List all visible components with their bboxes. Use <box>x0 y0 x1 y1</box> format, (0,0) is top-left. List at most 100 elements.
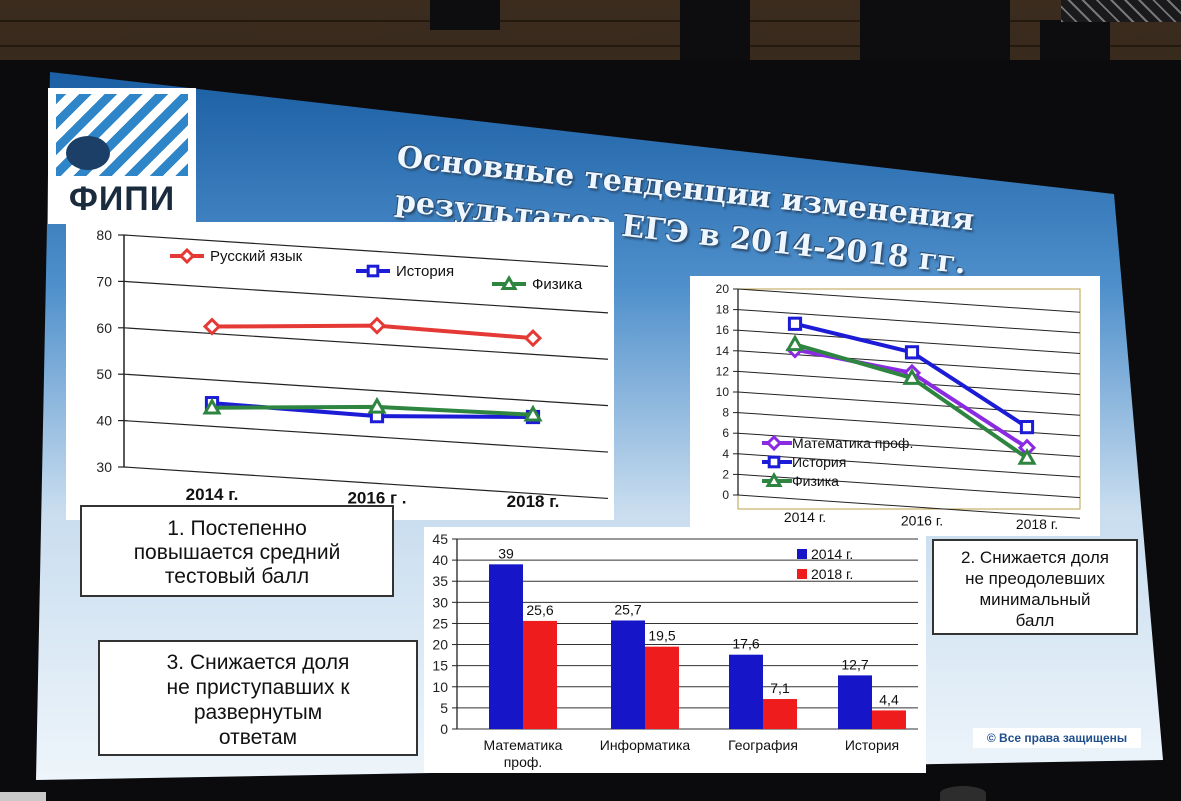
chart-2-legend-label: Физика <box>792 473 839 489</box>
note-1-line: тестовый балл <box>164 565 310 588</box>
chart-1-gridline <box>123 373 609 407</box>
chart-2-y-tick-label: 16 <box>716 323 730 337</box>
stage-light <box>1040 20 1110 66</box>
chart-3-data-label: 12,7 <box>841 656 868 672</box>
wall-panel-line <box>0 20 1181 22</box>
chart-2-y-tick-label: 8 <box>722 406 729 420</box>
chart-3-legend-label: 2014 г. <box>811 546 853 562</box>
chart-3-legend-label: 2018 г. <box>811 566 853 582</box>
copyright-label: © Все права защищены <box>973 728 1141 748</box>
chart-2-y-tick-label: 4 <box>722 447 729 461</box>
chart-1-legend-label: Физика <box>532 276 583 293</box>
chart-3-x-tick-label: проф. <box>504 754 543 770</box>
chart-3-x-tick-label: География <box>728 737 798 753</box>
chart-1-point <box>202 397 222 415</box>
note-2-box: 2. Снижается доля не преодолевших минима… <box>932 539 1138 635</box>
chart-3-y-tick-label: 0 <box>440 721 448 737</box>
chart-1-y-tick-label: 30 <box>96 459 112 475</box>
chart-2-gridline <box>737 391 1081 416</box>
chart-2-y-tick-label: 14 <box>716 344 730 358</box>
logo-text: ФИПИ <box>68 180 176 218</box>
chart-1-gridline <box>123 327 609 360</box>
chart-1-y-tick-label: 50 <box>96 366 112 382</box>
chart-3-legend-swatch <box>797 569 807 579</box>
chart-3-bar <box>872 710 906 729</box>
chart-3-y-tick-label: 10 <box>432 679 448 695</box>
chart-1-y-tick-label: 40 <box>96 413 112 429</box>
chart-2-legend-marker <box>765 471 783 487</box>
chart-3-bar <box>729 654 763 729</box>
chart-2-y-tick-label: 20 <box>716 282 730 296</box>
chart-1-point <box>367 316 387 335</box>
chart-1-gridline <box>123 280 609 314</box>
chart-3-y-tick-label: 15 <box>432 658 448 674</box>
chart-3-x-tick-label: История <box>845 737 899 753</box>
chart-3-bar <box>489 564 523 729</box>
chart-1-y-tick-label: 80 <box>96 227 112 243</box>
chart-3-data-label: 4,4 <box>879 691 899 707</box>
stage-light <box>680 0 750 62</box>
chart-3-bar <box>523 620 557 729</box>
chart-3-y-tick-label: 20 <box>432 637 448 653</box>
chart-1-point <box>367 396 387 414</box>
note-3-box: 3. Снижается доля не приступавших к разв… <box>98 640 418 756</box>
chart-1-x-tick-label: 2018 г. <box>507 492 560 511</box>
chart-2-y-tick-label: 18 <box>716 303 730 317</box>
fipi-logo: ФИПИ <box>48 88 196 224</box>
note-3-line: 3. Снижается доля <box>166 651 350 674</box>
chart-1-point <box>523 329 543 348</box>
chart-2-legend-label: История <box>792 454 846 470</box>
chart-1-point <box>202 317 222 336</box>
note-3-line: не приступавших к <box>166 676 350 699</box>
chart-3-y-tick-label: 40 <box>432 552 448 568</box>
note-2-line: 2. Снижается доля <box>961 548 1109 567</box>
chart-2-y-tick-label: 12 <box>716 364 730 378</box>
chart-3-data-label: 25,6 <box>526 602 553 618</box>
chart-1-legend-label: История <box>396 263 454 280</box>
chart-3-data-label: 7,1 <box>770 680 790 696</box>
chart-1-background <box>66 222 614 520</box>
chart-3-data-label: 25,7 <box>614 601 641 617</box>
chart-2-background <box>690 276 1100 536</box>
chart-2-point <box>1019 420 1035 435</box>
chart-2-y-tick-label: 2 <box>722 467 729 481</box>
chart-1-legend-label: Русский язык <box>210 248 303 265</box>
chart-2-y-tick-label: 6 <box>722 426 729 440</box>
chart-1-gridline <box>123 466 609 500</box>
chart-2-gridline <box>737 494 1081 519</box>
note-1-line: 1. Постепенно <box>167 517 307 540</box>
chart-3-x-tick-label: Математика <box>484 737 563 753</box>
lighting-truss <box>1061 0 1181 22</box>
chart-3-y-tick-label: 25 <box>432 615 448 631</box>
chart-3-bar <box>611 620 645 729</box>
chart-3-bar <box>763 699 797 729</box>
chart-2-x-tick-label: 2014 г. <box>784 509 826 525</box>
chart-1-legend-marker <box>366 264 380 278</box>
note-1-box: 1. Постепенно повышается средний тестовы… <box>80 505 394 597</box>
chart-2-legend-label: Математика проф. <box>792 435 913 451</box>
chart-2-point <box>785 334 805 352</box>
chart-2-y-tick-label: 10 <box>716 385 730 399</box>
chart-1-point <box>523 404 543 422</box>
note-1-line: повышается средний <box>133 541 341 564</box>
chart-3-legend-swatch <box>797 549 807 559</box>
chart-2-point <box>902 368 922 385</box>
chart-1-gridline <box>123 234 609 268</box>
chart-3-data-label: 17,6 <box>732 636 759 652</box>
chart-1-gridline <box>123 420 609 453</box>
chart-1-x-tick-label: 2016 г . <box>347 489 406 508</box>
chart-2-point <box>904 345 920 360</box>
note-2-line: минимальный <box>979 590 1091 609</box>
chart-2-gridline <box>737 473 1081 499</box>
chart-3-y-tick-label: 45 <box>432 531 448 547</box>
chart-1-x-tick-label: 2014 г. <box>186 485 239 504</box>
logo-circle <box>66 136 110 170</box>
floor-corner <box>0 792 46 801</box>
chart-2-x-tick-label: 2018 г. <box>1016 516 1058 532</box>
chart-1-legend-marker <box>500 274 518 290</box>
chart-2-gridline <box>737 453 1081 478</box>
stage-light <box>430 0 500 30</box>
chart-2-gridline <box>737 288 1081 313</box>
chart-2-point <box>787 316 803 331</box>
